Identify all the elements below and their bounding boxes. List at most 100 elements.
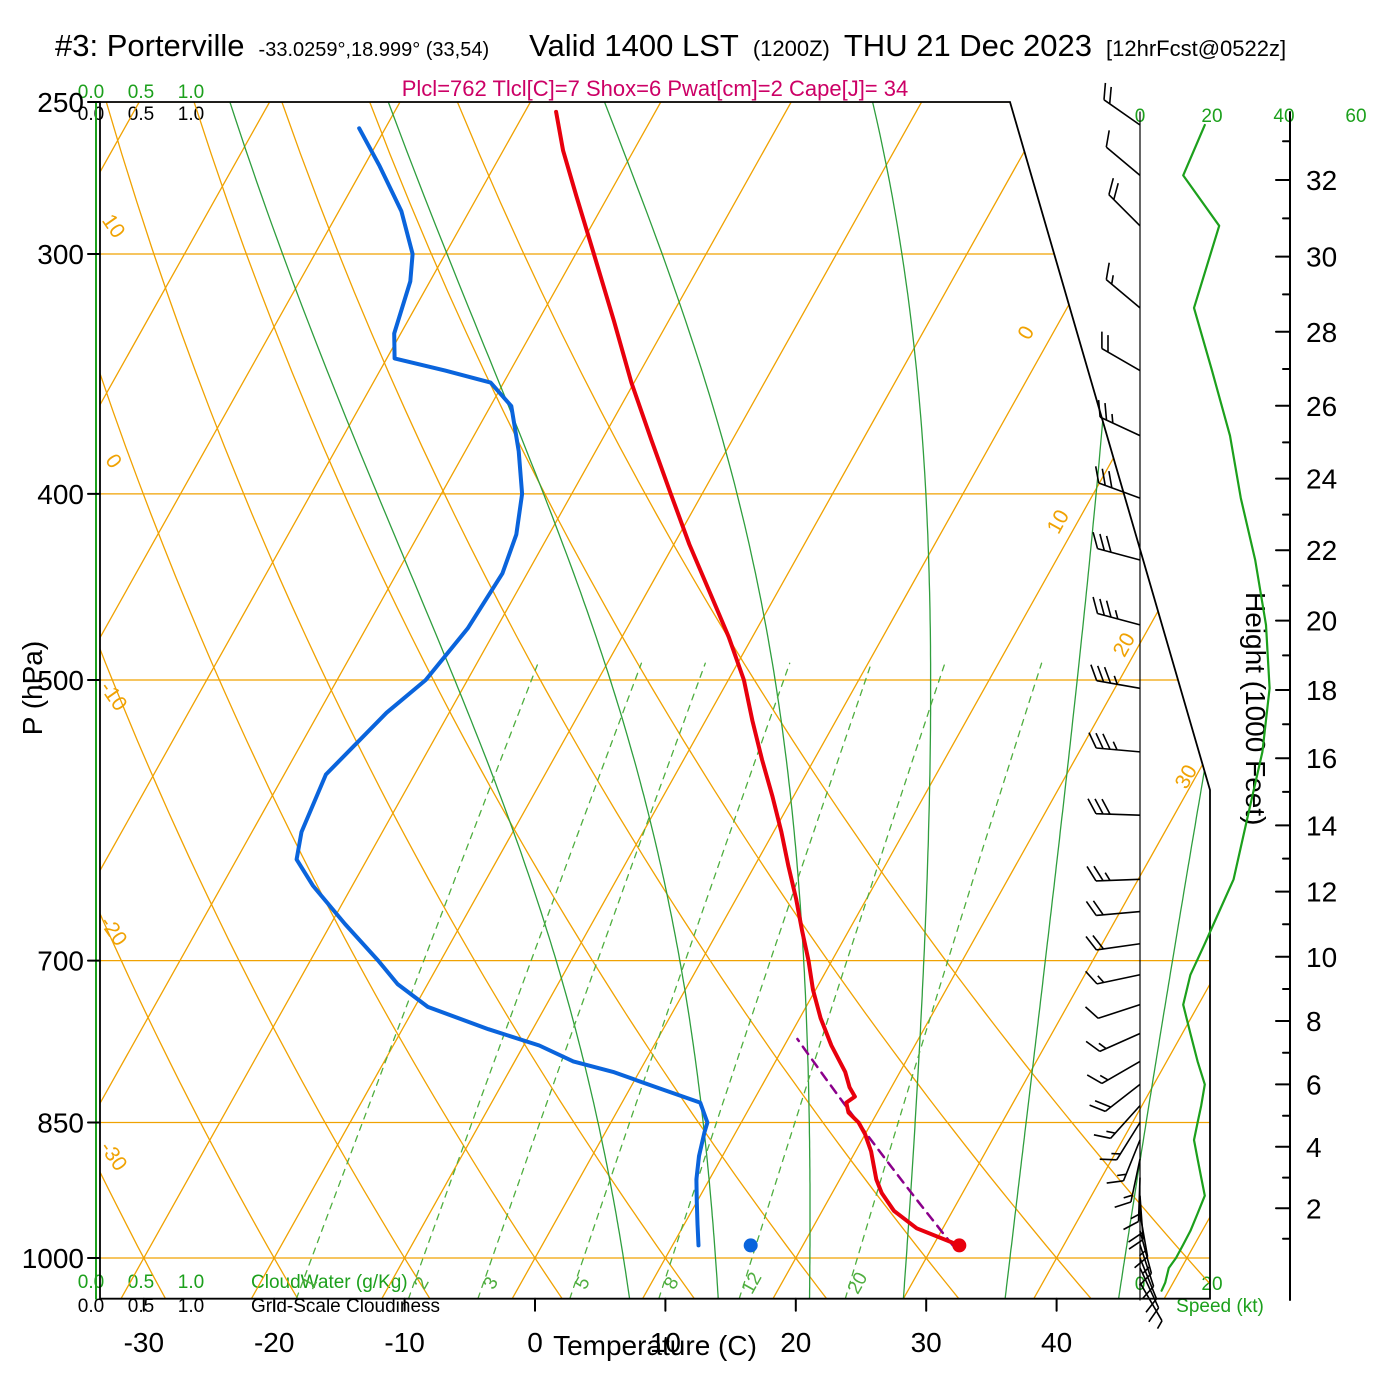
height-tick-label: 20: [1306, 606, 1337, 637]
wind-barb: [1105, 262, 1141, 309]
temperature-axis-label: Temperature (C): [553, 1330, 757, 1361]
wind-barb: [1085, 970, 1141, 985]
wind-barb: [1123, 1177, 1141, 1231]
pressure-tick-label: 400: [37, 479, 84, 510]
mixing-ratio-line: [844, 662, 1043, 1299]
mixing-ratio-line: [477, 662, 706, 1299]
cloudwater-scale-value: 0.5: [127, 82, 155, 103]
valid-time: Valid 1400 LST: [529, 28, 739, 63]
speed-scale-value: 20: [1201, 106, 1223, 127]
cloudiness-scale-value: 1.0: [177, 1296, 205, 1317]
station-name: #3: Porterville: [55, 28, 245, 63]
dewpoint-curve: [294, 126, 710, 1248]
cloudiness-axis-label: Grid-Scale Cloudiness: [251, 1296, 441, 1317]
moist-adiabat-line: [603, 102, 811, 1299]
mixing-ratio-line: [407, 662, 643, 1299]
height-tick-label: 18: [1306, 675, 1337, 706]
isotherm-line: [120, 102, 792, 1299]
wind-barb: [1087, 798, 1141, 816]
isotherm-line: [641, 102, 1210, 1299]
isotherm-line: [100, 102, 662, 1299]
isotherm-line: [100, 102, 401, 1299]
wind-barb: [1092, 531, 1141, 561]
moist-adiabat-line: [387, 102, 719, 1299]
height-tick-label: 24: [1306, 464, 1337, 495]
wind-barb: [1088, 732, 1141, 753]
isotherm-label: 30: [1171, 761, 1202, 793]
isotherm-label: 0: [1013, 322, 1039, 343]
height-tick-label: 8: [1306, 1006, 1322, 1037]
moist-adiabat-line: [1004, 102, 1125, 1299]
dry-adiabat-line: [281, 102, 960, 1299]
speed-axis-label: Speed (kt): [1176, 1296, 1264, 1317]
isotherm-line: [772, 102, 1210, 1299]
cloudiness-scale-value: 0.5: [127, 104, 155, 125]
dry-adiabat-line: [0, 102, 33, 1299]
wind-barb: [1139, 1282, 1163, 1329]
wind-barb: [1099, 1122, 1141, 1161]
height-tick-label: 32: [1306, 165, 1337, 196]
surface-temp-dot: [952, 1238, 967, 1253]
height-tick-label: 22: [1306, 535, 1337, 566]
temp-tick-label: 10: [650, 1327, 681, 1358]
cloudiness-scale-value: 0.0: [77, 1296, 105, 1317]
dry-adiabat-line: [100, 102, 299, 1299]
isotherm-line: [1033, 102, 1210, 1299]
isotherm-line: [511, 102, 1184, 1299]
mixing-ratio-line: [569, 662, 791, 1299]
isotherm-line: [100, 102, 271, 1299]
temperature-curve: [554, 109, 962, 1248]
isotherm-line: [381, 102, 1053, 1299]
parcel-path: [796, 1037, 955, 1247]
height-tick-label: 2: [1306, 1193, 1322, 1224]
wind-barb: [1086, 865, 1141, 882]
isotherm-line: [250, 102, 923, 1299]
plot-area: [0, 102, 1210, 1299]
dry-adiabat-line: [456, 102, 1210, 1299]
wind-barb: [1085, 935, 1141, 951]
dry-adiabat-line: [100, 102, 431, 1299]
station-coords: -33.0259°,18.999° (33,54): [258, 39, 490, 61]
height-tick-label: 6: [1306, 1069, 1322, 1100]
mixing-ratio-line: [295, 662, 539, 1299]
height-tick-label: 10: [1306, 942, 1337, 973]
cloudiness-scale-value: 0.5: [127, 1296, 155, 1317]
height-tick-label: 16: [1306, 743, 1337, 774]
isotherm-label: 10: [1043, 506, 1074, 538]
cloudiness-scale-bottom: 0.0 0.5 1.0 Grid-Scale Cloudiness: [75, 1296, 440, 1318]
sounding-indices: Plcl=762 Tlcl[C]=7 Shox=6 Pwat[cm]=2 Cap…: [401, 76, 909, 101]
height-tick-label: 12: [1306, 877, 1337, 908]
wind-barb: [1097, 400, 1141, 437]
mixing-ratio-label: 12: [738, 1269, 767, 1298]
dry-adiabat-label: 0: [101, 450, 127, 473]
cloudiness-scale-value: 0.0: [77, 104, 105, 125]
moist-adiabat-line: [229, 102, 631, 1299]
temp-tick-label: 0: [527, 1327, 543, 1358]
forecast-tag: [12hrFcst@0522z]: [1106, 36, 1287, 61]
wind-barb: [1103, 82, 1141, 126]
wind-barb: [1084, 1003, 1141, 1020]
isotherm-line: [0, 102, 9, 1299]
surface-dewpoint-dot: [743, 1238, 758, 1253]
wind-barb: [1139, 1267, 1160, 1323]
dry-adiabat-line: [193, 102, 828, 1299]
cloudwater-scale-value: 1.0: [177, 1272, 205, 1293]
dry-adiabat-line: [369, 102, 1092, 1299]
temp-tick-label: 40: [1041, 1327, 1072, 1358]
cloudiness-scale-value: 1.0: [177, 104, 205, 125]
mixing-ratio-label: 8: [660, 1274, 683, 1293]
pressure-tick-label: 300: [37, 239, 84, 270]
temp-tick-label: -10: [384, 1327, 424, 1358]
wind-barb: [1089, 1083, 1141, 1113]
wind-barb: [1085, 1032, 1141, 1053]
pressure-tick-label: 250: [37, 87, 84, 118]
valid-date: THU 21 Dec 2023: [843, 28, 1092, 63]
mixing-ratio-label: 2: [410, 1274, 433, 1293]
wind-barb: [1094, 466, 1141, 499]
wind-barb: [1085, 900, 1141, 917]
pressure-tick-label: 500: [37, 665, 84, 696]
mixing-ratio-label: 20: [844, 1269, 873, 1298]
valid-zulu: (1200Z): [752, 36, 830, 61]
